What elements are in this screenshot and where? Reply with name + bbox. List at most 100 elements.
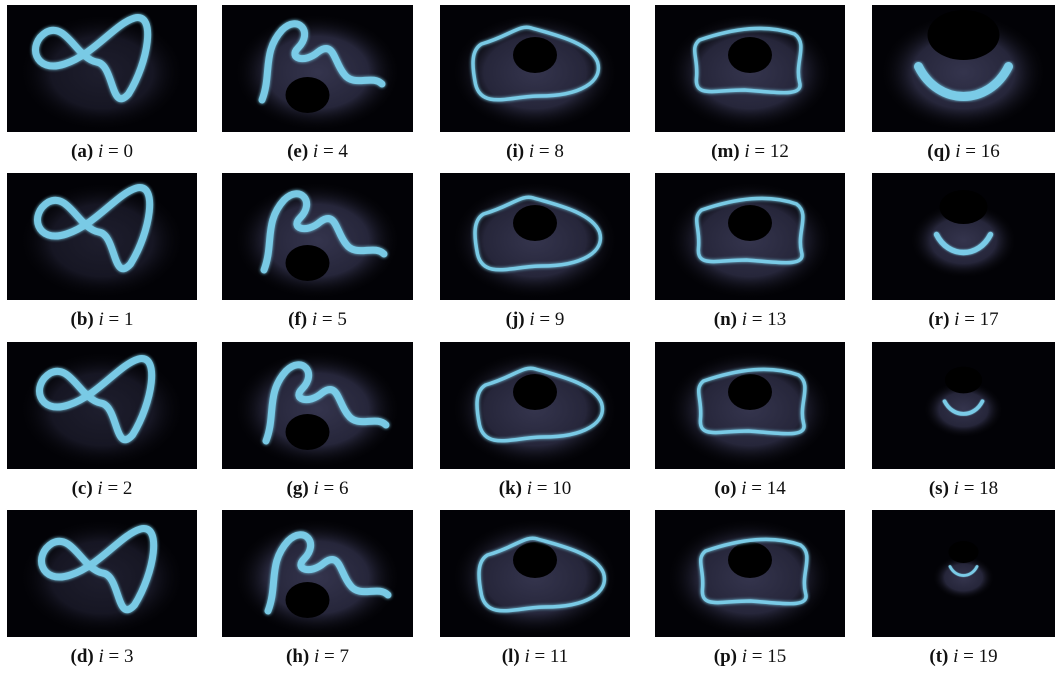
caption-variable: i	[527, 478, 532, 499]
panel	[222, 510, 413, 638]
caption-tag: (m)	[711, 141, 739, 162]
caption: (f) i = 5	[288, 309, 347, 330]
photo-hole	[513, 374, 557, 410]
photo-hole	[949, 541, 979, 563]
caption-value: = 6	[323, 478, 348, 499]
caption-value: = 16	[965, 141, 999, 162]
caption: (g) i = 6	[287, 478, 349, 499]
caption-variable: i	[954, 478, 959, 499]
caption-variable: i	[313, 141, 318, 162]
caption: (h) i = 7	[286, 646, 349, 667]
page: {"panels": [ {"tag": "(a)", "var": "i", …	[0, 0, 1055, 679]
panel	[7, 5, 197, 133]
caption-variable: i	[955, 141, 960, 162]
photo-hole	[513, 542, 557, 578]
caption-value: = 18	[964, 478, 998, 499]
panel	[872, 173, 1055, 300]
caption-tag: (e)	[287, 141, 308, 162]
caption-tag: (p)	[714, 646, 737, 667]
caption-value: = 0	[108, 141, 133, 162]
caption-tag: (l)	[502, 646, 520, 667]
caption-variable: i	[529, 309, 534, 330]
panel	[440, 173, 630, 301]
caption-tag: (s)	[929, 478, 949, 499]
caption: (t) i = 19	[929, 646, 997, 667]
photo-hole	[286, 582, 330, 618]
caption: (k) i = 10	[499, 478, 571, 499]
caption-value: = 9	[539, 309, 564, 330]
caption-tag: (k)	[499, 478, 522, 499]
caption-value: = 12	[754, 141, 788, 162]
caption: (a) i = 0	[71, 141, 133, 162]
panel	[655, 173, 845, 301]
caption-tag: (a)	[71, 141, 93, 162]
caption-value: = 2	[107, 478, 132, 499]
caption: (m) i = 12	[711, 141, 789, 162]
caption-tag: (o)	[714, 478, 736, 499]
caption-variable: i	[98, 646, 103, 667]
panel	[222, 5, 413, 133]
caption-variable: i	[953, 646, 958, 667]
photo-hole	[728, 374, 772, 410]
photo-hole	[940, 190, 988, 224]
caption-tag: (g)	[287, 478, 309, 499]
panel	[655, 5, 845, 133]
caption-variable: i	[744, 141, 749, 162]
caption-tag: (r)	[928, 309, 949, 330]
caption-value: = 13	[752, 309, 786, 330]
caption-variable: i	[98, 309, 103, 330]
caption: (e) i = 4	[287, 141, 348, 162]
caption-tag: (j)	[506, 309, 525, 330]
caption-variable: i	[98, 141, 103, 162]
caption-variable: i	[524, 646, 529, 667]
caption-value: = 7	[324, 646, 349, 667]
caption-variable: i	[97, 478, 102, 499]
caption-tag: (t)	[929, 646, 948, 667]
caption-tag: (f)	[288, 309, 307, 330]
caption-variable: i	[312, 309, 317, 330]
caption-variable: i	[529, 141, 534, 162]
caption: (q) i = 16	[927, 141, 999, 162]
photo-halo	[17, 518, 187, 638]
photo-hole	[286, 414, 330, 450]
caption-value: = 4	[323, 141, 348, 162]
photo-halo	[233, 518, 403, 638]
caption-value: = 17	[964, 309, 998, 330]
caption: (i) i = 8	[506, 141, 564, 162]
caption: (n) i = 13	[714, 309, 786, 330]
caption: (r) i = 17	[928, 309, 998, 330]
caption-variable: i	[742, 309, 747, 330]
panel	[655, 510, 845, 638]
photo-hole	[928, 10, 1000, 60]
caption-value: = 3	[109, 646, 134, 667]
photo-hole	[728, 205, 772, 241]
panel	[7, 173, 197, 301]
caption-value: = 11	[534, 646, 568, 667]
panel	[222, 342, 413, 470]
caption-tag: (i)	[506, 141, 524, 162]
caption: (o) i = 14	[714, 478, 786, 499]
caption: (d) i = 3	[71, 646, 134, 667]
photo-hole	[728, 37, 772, 73]
photo-hole	[513, 37, 557, 73]
caption: (j) i = 9	[506, 309, 565, 330]
caption: (c) i = 2	[72, 478, 133, 499]
caption-value: = 8	[539, 141, 564, 162]
caption: (p) i = 15	[714, 646, 786, 667]
panel	[872, 510, 1055, 637]
caption-value: = 14	[751, 478, 786, 499]
photo-halo	[233, 13, 403, 133]
panel	[7, 342, 197, 470]
caption-value: = 1	[109, 309, 134, 330]
caption: (s) i = 18	[929, 478, 998, 499]
caption-variable: i	[741, 478, 746, 499]
caption-tag: (b)	[71, 309, 94, 330]
caption-tag: (d)	[71, 646, 94, 667]
photo-halo	[233, 350, 403, 470]
panel	[222, 173, 413, 301]
panel	[7, 510, 197, 638]
caption-value: = 15	[752, 646, 786, 667]
caption-variable: i	[954, 309, 959, 330]
caption-tag: (h)	[286, 646, 309, 667]
photo-hole	[286, 245, 330, 281]
